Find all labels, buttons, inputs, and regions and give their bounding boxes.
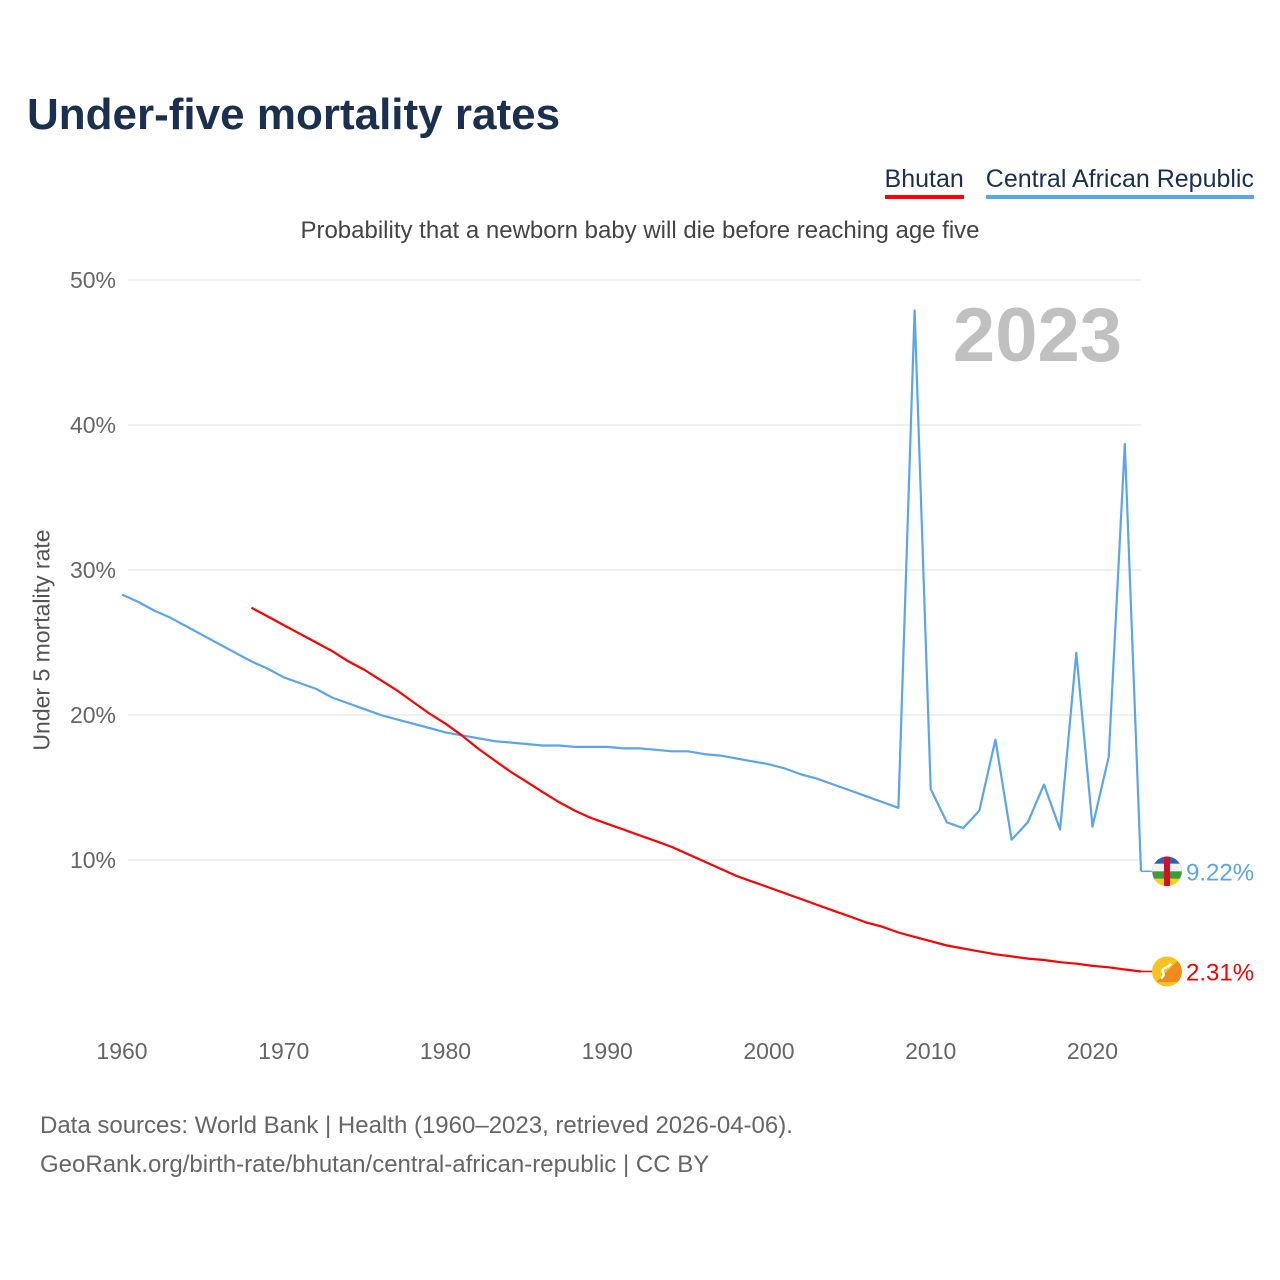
central-african-republic-flag-icon [1151,856,1183,887]
legend-item-car[interactable]: Central African Republic [985,165,1254,199]
y-tick-label: 10% [70,847,116,873]
end-value-label: 9.22% [1186,859,1254,886]
legend-item-bhutan[interactable]: Bhutan [884,165,964,199]
data-source-note: Data sources: World Bank | Health (1960–… [40,1112,793,1139]
dragon-icon [1160,962,1173,980]
year-label: 2023 [953,293,1122,378]
chart-title: Under-five mortality rates [27,90,561,139]
series-line-central-african-republic [121,309,1143,872]
x-tick-label: 2000 [743,1038,794,1064]
x-tick-label: 1960 [96,1038,147,1064]
footer: Data sources: World Bank | Health (1960–… [40,1106,793,1184]
y-tick-label: 50% [70,267,116,293]
series-line-bhutan [250,606,1142,973]
x-tick-label: 2020 [1067,1038,1118,1064]
y-tick-label: 40% [70,412,116,438]
x-tick-label: 1990 [582,1038,633,1064]
x-tick-label: 2010 [905,1038,956,1064]
x-tick-label: 1970 [258,1038,309,1064]
x-tick-label: 1980 [420,1038,471,1064]
chart-subtitle: Probability that a newborn baby will die… [300,217,980,244]
car-flag-red-band [1164,856,1170,887]
legend: Bhutan Central African Republic [884,165,1254,199]
source-link[interactable]: GeoRank.org/birth-rate/bhutan/central-af… [40,1151,710,1178]
end-value-label: 2.31% [1186,960,1254,987]
y-tick-label: 20% [70,702,116,728]
y-tick-label: 30% [70,557,116,583]
